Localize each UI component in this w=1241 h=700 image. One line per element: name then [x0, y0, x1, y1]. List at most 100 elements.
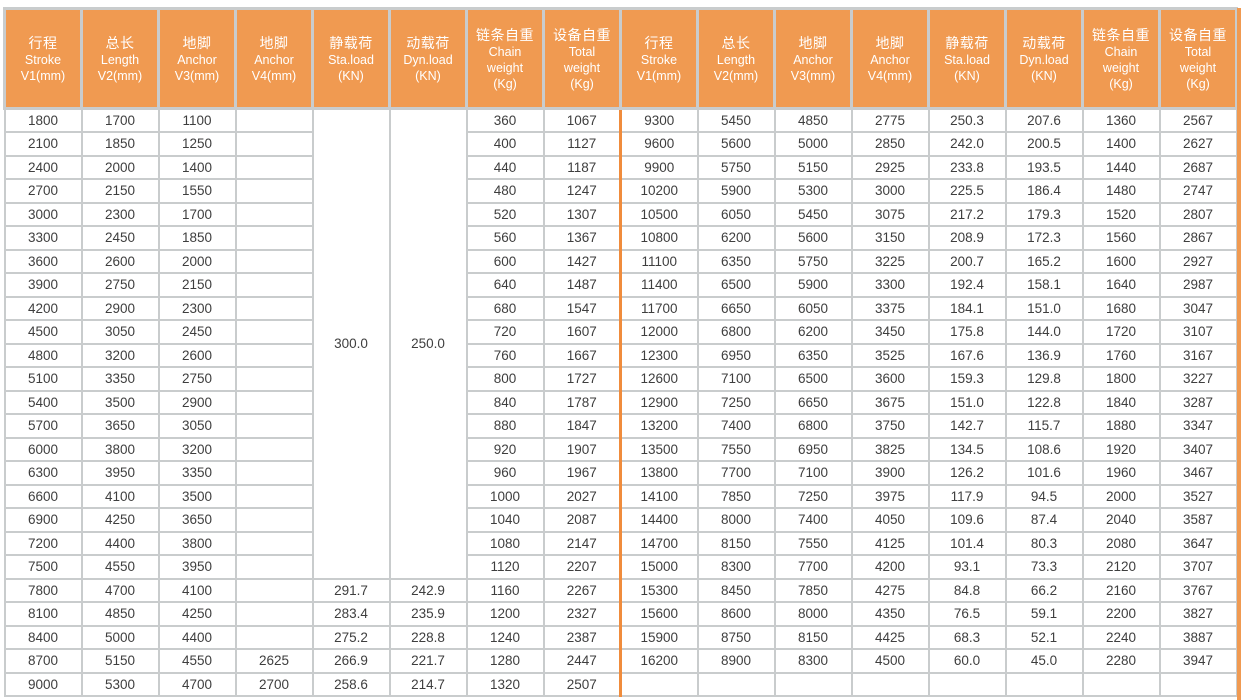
table-cell: 1700: [80, 107, 160, 133]
table-cell: 7200: [3, 530, 83, 556]
table-cell: 235.9: [388, 601, 468, 627]
table-row: 9000 5300 4700 2700 258.6 214.7 1320 2507: [3, 671, 1238, 697]
table-row: 5400 3500 2900 840 1787 12900 7250 6650 3675 151.…: [3, 389, 1238, 415]
table-cell: 9900: [619, 154, 699, 180]
table-row: 6000 3800 3200 920 1907 13500 7550 6950 3825 134.…: [3, 436, 1238, 462]
table-cell: 3407: [1158, 436, 1238, 462]
table-cell: 4200: [850, 554, 930, 580]
table-cell: 2160: [1081, 577, 1161, 603]
table-cell: [234, 201, 314, 227]
header-line: weight: [1179, 60, 1217, 75]
table-cell: 560: [465, 225, 545, 251]
table-cell: 4250: [80, 507, 160, 533]
table-cell: 1400: [1081, 131, 1161, 157]
table-cell: 1760: [1081, 342, 1161, 368]
table-cell: 6800: [696, 319, 776, 345]
table-cell: 8900: [696, 648, 776, 674]
table-cell: 4250: [157, 601, 237, 627]
table-cell: 1200: [465, 601, 545, 627]
header-line: Dyn.load: [403, 52, 453, 67]
table-cell: 275.2: [311, 624, 391, 650]
header-line: Stroke: [24, 52, 62, 67]
table-cell: 2280: [1081, 648, 1161, 674]
table-cell: 1600: [1081, 248, 1161, 274]
table-cell: 101.6: [1004, 460, 1084, 486]
table-cell: 214.7: [388, 671, 468, 697]
table-cell: 158.1: [1004, 272, 1084, 298]
header-line: 动载荷: [1022, 34, 1066, 51]
header-right-chain-weight: 链条自重 Chain weight (Kg): [1081, 7, 1161, 110]
table-cell: 200.5: [1004, 131, 1084, 157]
table-cell: 8300: [696, 554, 776, 580]
table-cell: 1680: [1081, 295, 1161, 321]
header-line: Anchor: [870, 52, 910, 67]
table-cell: 1360: [1081, 107, 1161, 133]
table-cell: 122.8: [1004, 389, 1084, 415]
table-cell: 4500: [3, 319, 83, 345]
table-cell: 7100: [696, 366, 776, 392]
table-cell: 3227: [1158, 366, 1238, 392]
table-cell: 1240: [465, 624, 545, 650]
table-cell: 1440: [1081, 154, 1161, 180]
table-cell: 101.4: [927, 530, 1007, 556]
table-cell: 1520: [1081, 201, 1161, 227]
table-cell: 84.8: [927, 577, 1007, 603]
table-cell: 1067: [542, 107, 622, 133]
table-cell: 76.5: [927, 601, 1007, 627]
table-row: 8100 4850 4250 283.4 235.9 1200 2327 15600 8600 8…: [3, 601, 1238, 627]
table-cell: 7250: [773, 483, 853, 509]
table-cell: 960: [465, 460, 545, 486]
table-cell: 167.6: [927, 342, 1007, 368]
table-cell: 520: [465, 201, 545, 227]
table-cell: 233.8: [927, 154, 1007, 180]
table-cell: [773, 671, 853, 697]
table-cell: 2120: [1081, 554, 1161, 580]
header-line: Length: [100, 52, 140, 67]
table-cell: 2775: [850, 107, 930, 133]
header-line: V1(mm): [636, 68, 682, 83]
table-cell: 6350: [773, 342, 853, 368]
table-cell: [234, 319, 314, 345]
header-right-anchor-v4: 地脚 Anchor V4(mm): [850, 7, 930, 110]
table-cell: 7850: [696, 483, 776, 509]
table-cell: 12900: [619, 389, 699, 415]
table-header: 行程 Stroke V1(mm) 总长 Length V2(mm) 地脚 Anc…: [3, 7, 1238, 110]
table-cell: 7550: [696, 436, 776, 462]
table-cell: 4125: [850, 530, 930, 556]
table-cell: 3500: [157, 483, 237, 509]
table-cell: 7700: [773, 554, 853, 580]
table-row: 6900 4250 3650 1040 2087 14400 8000 7400 4050 109…: [3, 507, 1238, 533]
table-cell: 207.6: [1004, 107, 1084, 133]
table-cell: 2850: [850, 131, 930, 157]
header-line: 静载荷: [945, 34, 989, 51]
table-cell: 136.9: [1004, 342, 1084, 368]
table-cell: 1480: [1081, 178, 1161, 204]
header-left-anchor-v4: 地脚 Anchor V4(mm): [234, 7, 314, 110]
table-cell: 3350: [80, 366, 160, 392]
table-cell: 2040: [1081, 507, 1161, 533]
right-edge-orange-bar: [1237, 8, 1241, 700]
table-cell: 4850: [80, 601, 160, 627]
table-cell: 45.0: [1004, 648, 1084, 674]
table-cell: 8400: [3, 624, 83, 650]
table-row: 2100 1850 1250 400 1127 9600 5600 5000 2850 242.0…: [3, 131, 1238, 157]
table-cell: 1250: [157, 131, 237, 157]
table-cell: 1160: [465, 577, 545, 603]
table-cell: 5600: [773, 225, 853, 251]
table-cell: 15300: [619, 577, 699, 603]
table-cell: 5900: [696, 178, 776, 204]
table-cell: 80.3: [1004, 530, 1084, 556]
header-line: Anchor: [254, 52, 294, 67]
table-cell: 13500: [619, 436, 699, 462]
table-cell: 14100: [619, 483, 699, 509]
table-cell: 5000: [773, 131, 853, 157]
table-cell: 1487: [542, 272, 622, 298]
table-cell: 1880: [1081, 413, 1161, 439]
table-cell: 3525: [850, 342, 930, 368]
table-cell: 109.6: [927, 507, 1007, 533]
table-cell: 6900: [3, 507, 83, 533]
table-row: 6600 4100 3500 1000 2027 14100 7850 7250 3975 117…: [3, 483, 1238, 509]
table-cell: 2567: [1158, 107, 1238, 133]
table-cell: 10800: [619, 225, 699, 251]
